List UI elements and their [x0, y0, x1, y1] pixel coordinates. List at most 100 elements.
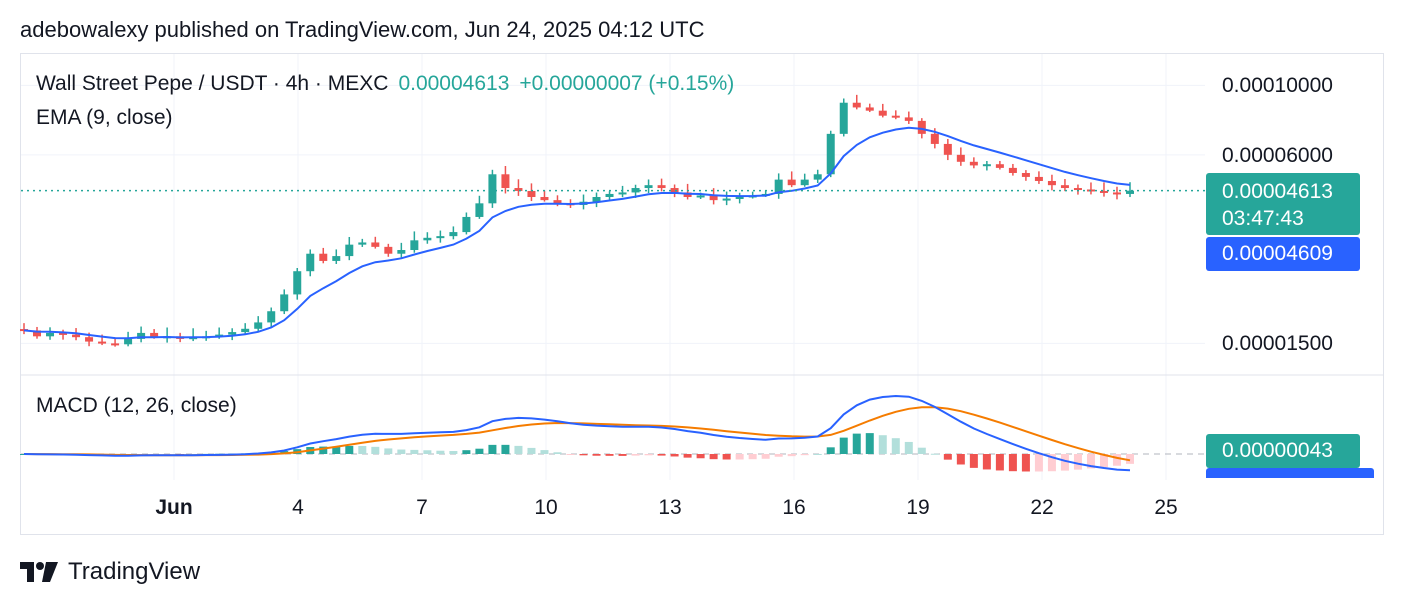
macd-hist-bar-40: [540, 450, 549, 454]
macd-hist-bar-37: [501, 444, 510, 454]
candle-body-2: [46, 332, 55, 337]
macd-hist-bar-26: [358, 445, 367, 454]
chart-frame: [20, 53, 1384, 535]
macd-hist-bar-41: [553, 452, 562, 454]
macd-hist-bar-53: [709, 454, 718, 460]
candle-body-64: [852, 102, 861, 108]
macd-hist-bar-78: [1034, 454, 1043, 472]
candle-body-66: [878, 110, 887, 116]
candle-body-5: [85, 337, 94, 342]
macd-hist-bar-35: [475, 448, 484, 454]
candle-body-81: [1073, 188, 1082, 191]
candle-body-48: [644, 185, 653, 189]
time-label-25: 25: [1154, 496, 1178, 519]
macd-hist-bar-31: [423, 450, 432, 454]
candle-body-59: [787, 179, 796, 186]
last-price-tag: 0.00004613 03:47:43: [1206, 173, 1360, 235]
ema-legend[interactable]: EMA (9, close): [36, 106, 173, 129]
candle-body-23: [319, 253, 328, 261]
macd-line-tag-partial: [1206, 468, 1374, 478]
candle-body-35: [475, 203, 484, 217]
macd-hist-bar-33: [449, 451, 458, 454]
candle-body-74: [982, 164, 991, 167]
symbol-legend: Wall Street Pepe / USDT · 4h · MEXC 0.000…: [36, 72, 734, 96]
candle-body-71: [943, 143, 952, 155]
candle-body-32: [436, 236, 445, 239]
macd-hist-bar-30: [410, 449, 419, 454]
candle-body-78: [1034, 176, 1043, 181]
macd-hist-bar-80: [1060, 454, 1069, 471]
macd-hist-bar-23: [319, 446, 328, 454]
tradingview-brand[interactable]: TradingView: [20, 558, 200, 586]
candle-body-17: [241, 328, 250, 333]
macd-legend[interactable]: MACD (12, 26, close): [36, 394, 237, 417]
candle-body-61: [813, 174, 822, 180]
price-change: +0.00000007 (+0.15%): [519, 72, 735, 95]
macd-hist-bar-68: [904, 441, 913, 454]
macd-hist-bar-59: [787, 454, 796, 457]
candle-body-38: [514, 188, 523, 191]
time-label-4: 4: [292, 496, 304, 519]
macd-hist-bar-28: [384, 448, 393, 454]
candle-body-24: [332, 256, 341, 261]
time-label-22: 22: [1030, 496, 1054, 519]
candle-body-72: [956, 154, 965, 162]
time-label-13: 13: [658, 496, 682, 519]
candle-body-8: [124, 338, 133, 345]
brand-name: TradingView: [68, 558, 201, 585]
symbol-title: Wall Street Pepe / USDT · 4h · MEXC: [36, 72, 389, 95]
candle-body-22: [306, 253, 315, 272]
macd-hist-bar-84: [1112, 454, 1121, 466]
macd-hist-bar-24: [332, 446, 341, 454]
candle-body-54: [722, 198, 731, 201]
candle-body-26: [358, 242, 367, 245]
candle-body-6: [98, 341, 107, 344]
candle-body-62: [826, 133, 835, 175]
price-axis-label-3: 0.00001500: [1222, 332, 1333, 355]
time-label-7: 7: [416, 496, 428, 519]
candle-body-37: [501, 174, 510, 189]
candle-body-45: [605, 193, 614, 198]
candle-body-73: [969, 161, 978, 166]
candle-body-63: [839, 102, 848, 134]
macd-hist-bar-72: [956, 454, 965, 465]
macd-hist-bar-45: [605, 454, 614, 456]
macd-hist-bar-60: [800, 454, 809, 456]
last-price-tag-value: 0.00004613: [1222, 180, 1333, 203]
time-label-16: 16: [782, 496, 806, 519]
macd-hist-bar-29: [397, 449, 406, 454]
candle-body-49: [657, 185, 666, 189]
candle-body-39: [527, 190, 536, 198]
price-axis-label-2: 0.00006000: [1222, 144, 1333, 167]
macd-hist-bar-36: [488, 444, 497, 454]
candle-body-51: [683, 192, 692, 198]
candle-body-3: [59, 332, 68, 335]
candle-body-9: [137, 332, 146, 339]
macd-hist-bar-67: [891, 438, 900, 454]
macd-hist-bar-42: [566, 454, 575, 455]
candle-body-85: [1126, 190, 1134, 194]
price-axis-label-1: 0.00010000: [1222, 74, 1333, 97]
candle-body-79: [1047, 180, 1056, 186]
macd-hist-bar-56: [748, 454, 757, 460]
macd-hist-bar-34: [462, 450, 471, 454]
macd-hist-bar-66: [878, 435, 887, 454]
macd-hist-bar-48: [644, 454, 653, 456]
macd-hist-bar-64: [852, 433, 861, 454]
macd-hist-bar-81: [1073, 454, 1082, 470]
macd-hist-bar-25: [345, 445, 354, 454]
candle-body-30: [410, 240, 419, 251]
macd-hist-bar-46: [618, 454, 627, 456]
ema-line: [23, 126, 1131, 340]
candle-body-60: [800, 179, 809, 186]
candle-body-50: [670, 188, 679, 193]
macd-hist-bar-76: [1008, 454, 1017, 472]
macd-hist-bar-77: [1021, 454, 1030, 472]
time-label-10: 10: [534, 496, 558, 519]
macd-line: [23, 394, 1131, 472]
macd-value-tag: 0.00000043: [1206, 434, 1360, 468]
macd-hist-bar-52: [696, 454, 705, 459]
candle-body-55: [735, 197, 744, 200]
macd-hist-bar-57: [761, 454, 770, 459]
